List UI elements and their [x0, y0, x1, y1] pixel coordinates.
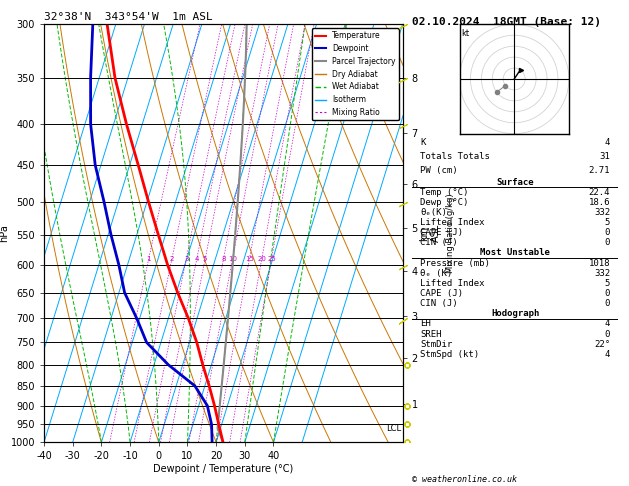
Text: 0: 0 [604, 228, 610, 237]
Text: 8: 8 [221, 256, 226, 262]
Text: Dewp (°C): Dewp (°C) [420, 198, 469, 207]
Text: K: K [420, 139, 426, 147]
Text: 32°38'N  343°54'W  1m ASL: 32°38'N 343°54'W 1m ASL [44, 12, 213, 22]
Text: © weatheronline.co.uk: © weatheronline.co.uk [412, 474, 517, 484]
Text: 2.71: 2.71 [589, 166, 610, 175]
Text: Lifted Index: Lifted Index [420, 279, 485, 288]
Text: Surface: Surface [496, 178, 534, 187]
Text: 02.10.2024  18GMT (Base: 12): 02.10.2024 18GMT (Base: 12) [412, 17, 601, 27]
Text: CAPE (J): CAPE (J) [420, 228, 463, 237]
X-axis label: Dewpoint / Temperature (°C): Dewpoint / Temperature (°C) [153, 464, 293, 474]
Text: 1018: 1018 [589, 259, 610, 268]
Text: Hodograph: Hodograph [491, 309, 539, 318]
Text: Lifted Index: Lifted Index [420, 218, 485, 227]
Text: 4: 4 [604, 319, 610, 329]
Text: 0: 0 [604, 330, 610, 339]
Text: 0: 0 [604, 289, 610, 298]
Text: 0: 0 [604, 238, 610, 247]
Text: CAPE (J): CAPE (J) [420, 289, 463, 298]
Text: 20: 20 [257, 256, 266, 262]
Text: 15: 15 [245, 256, 253, 262]
Text: 5: 5 [604, 218, 610, 227]
Text: 10: 10 [228, 256, 237, 262]
Legend: Temperature, Dewpoint, Parcel Trajectory, Dry Adiabat, Wet Adiabat, Isotherm, Mi: Temperature, Dewpoint, Parcel Trajectory… [311, 28, 399, 120]
Text: StmSpd (kt): StmSpd (kt) [420, 350, 479, 359]
Text: 2: 2 [170, 256, 174, 262]
Text: 18.6: 18.6 [589, 198, 610, 207]
Text: SREH: SREH [420, 330, 442, 339]
Text: StmDir: StmDir [420, 340, 452, 349]
Text: 0: 0 [604, 299, 610, 308]
Text: 31: 31 [599, 152, 610, 161]
Text: CIN (J): CIN (J) [420, 299, 458, 308]
Text: CIN (J): CIN (J) [420, 238, 458, 247]
Y-axis label: km
ASL: km ASL [419, 224, 441, 243]
Text: θₑ(K): θₑ(K) [420, 208, 447, 217]
Text: 22°: 22° [594, 340, 610, 349]
Text: 332: 332 [594, 208, 610, 217]
Text: LCL: LCL [386, 424, 401, 433]
Text: Pressure (mb): Pressure (mb) [420, 259, 490, 268]
Text: Most Unstable: Most Unstable [480, 248, 550, 258]
Text: PW (cm): PW (cm) [420, 166, 458, 175]
Text: Temp (°C): Temp (°C) [420, 188, 469, 197]
Text: 4: 4 [194, 256, 199, 262]
Text: 25: 25 [267, 256, 276, 262]
Text: 4: 4 [604, 139, 610, 147]
Text: 4: 4 [604, 350, 610, 359]
Text: EH: EH [420, 319, 431, 329]
Y-axis label: hPa: hPa [0, 225, 9, 242]
Text: 3: 3 [184, 256, 189, 262]
Text: 22.4: 22.4 [589, 188, 610, 197]
Text: 332: 332 [594, 269, 610, 278]
Text: 5: 5 [203, 256, 208, 262]
Text: θₑ (K): θₑ (K) [420, 269, 452, 278]
Text: Totals Totals: Totals Totals [420, 152, 490, 161]
Text: kt: kt [462, 29, 470, 38]
Text: 1: 1 [147, 256, 151, 262]
Text: 5: 5 [604, 279, 610, 288]
Text: Mixing Ratio (g/kg): Mixing Ratio (g/kg) [445, 193, 455, 273]
